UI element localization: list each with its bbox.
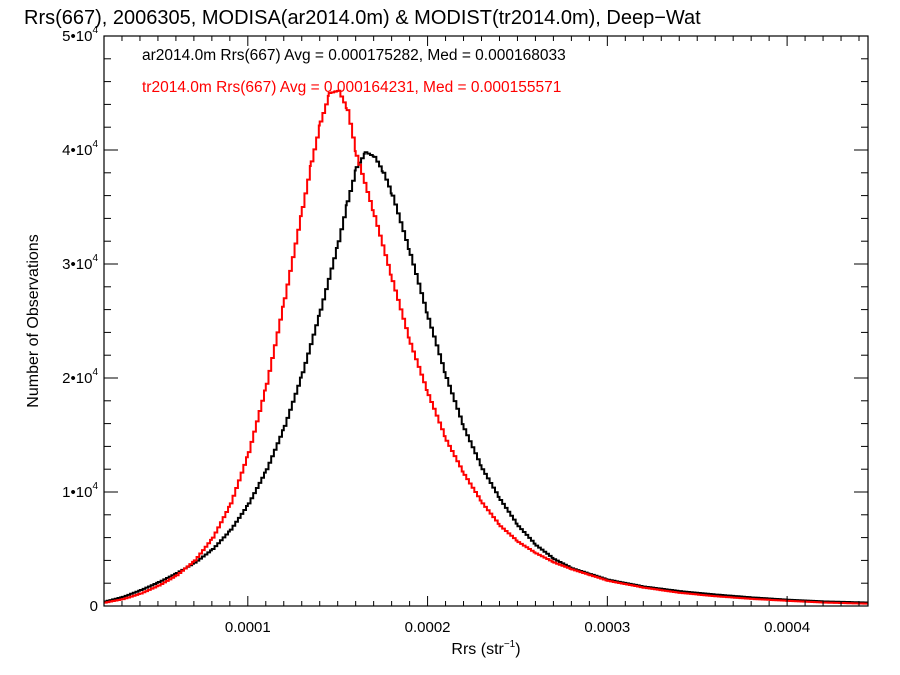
legend: ar2014.0m Rrs(667) Avg = 0.000175282, Me…: [142, 47, 566, 96]
chart-title: Rrs(667), 2006305, MODISA(ar2014.0m) & M…: [24, 7, 701, 29]
series-layer: [104, 89, 868, 605]
x-axis-label: Rrs (str−1): [451, 639, 520, 658]
y-tick-label: 4•104: [62, 139, 98, 159]
y-tick-label: 3•104: [62, 253, 98, 273]
series-line-tr2014.0m: [104, 89, 868, 605]
x-tick-label: 0.0004: [764, 619, 810, 636]
plot-frame: [103, 35, 869, 607]
legend-entry-tr2014: tr2014.0m Rrs(667) Avg = 0.000164231, Me…: [142, 79, 561, 96]
x-tick-label: 0.0002: [405, 619, 451, 636]
y-tick-label: 0: [90, 598, 98, 615]
y-tick-label: 2•104: [62, 367, 98, 387]
legend-entry-ar2014: ar2014.0m Rrs(667) Avg = 0.000175282, Me…: [142, 47, 566, 64]
x-tick-label: 0.0003: [584, 619, 630, 636]
ticks-layer: 0.0001 0.0002 0.0003 0.0004 0 1•104 2•104 3•104…: [62, 25, 868, 636]
series-line-ar2014.0m: [104, 151, 868, 604]
y-axis-label: Number of Observations: [25, 234, 42, 407]
y-tick-label: 5•104: [62, 25, 98, 45]
x-tick-label: 0.0001: [225, 619, 271, 636]
y-tick-label: 1•104: [62, 481, 98, 501]
